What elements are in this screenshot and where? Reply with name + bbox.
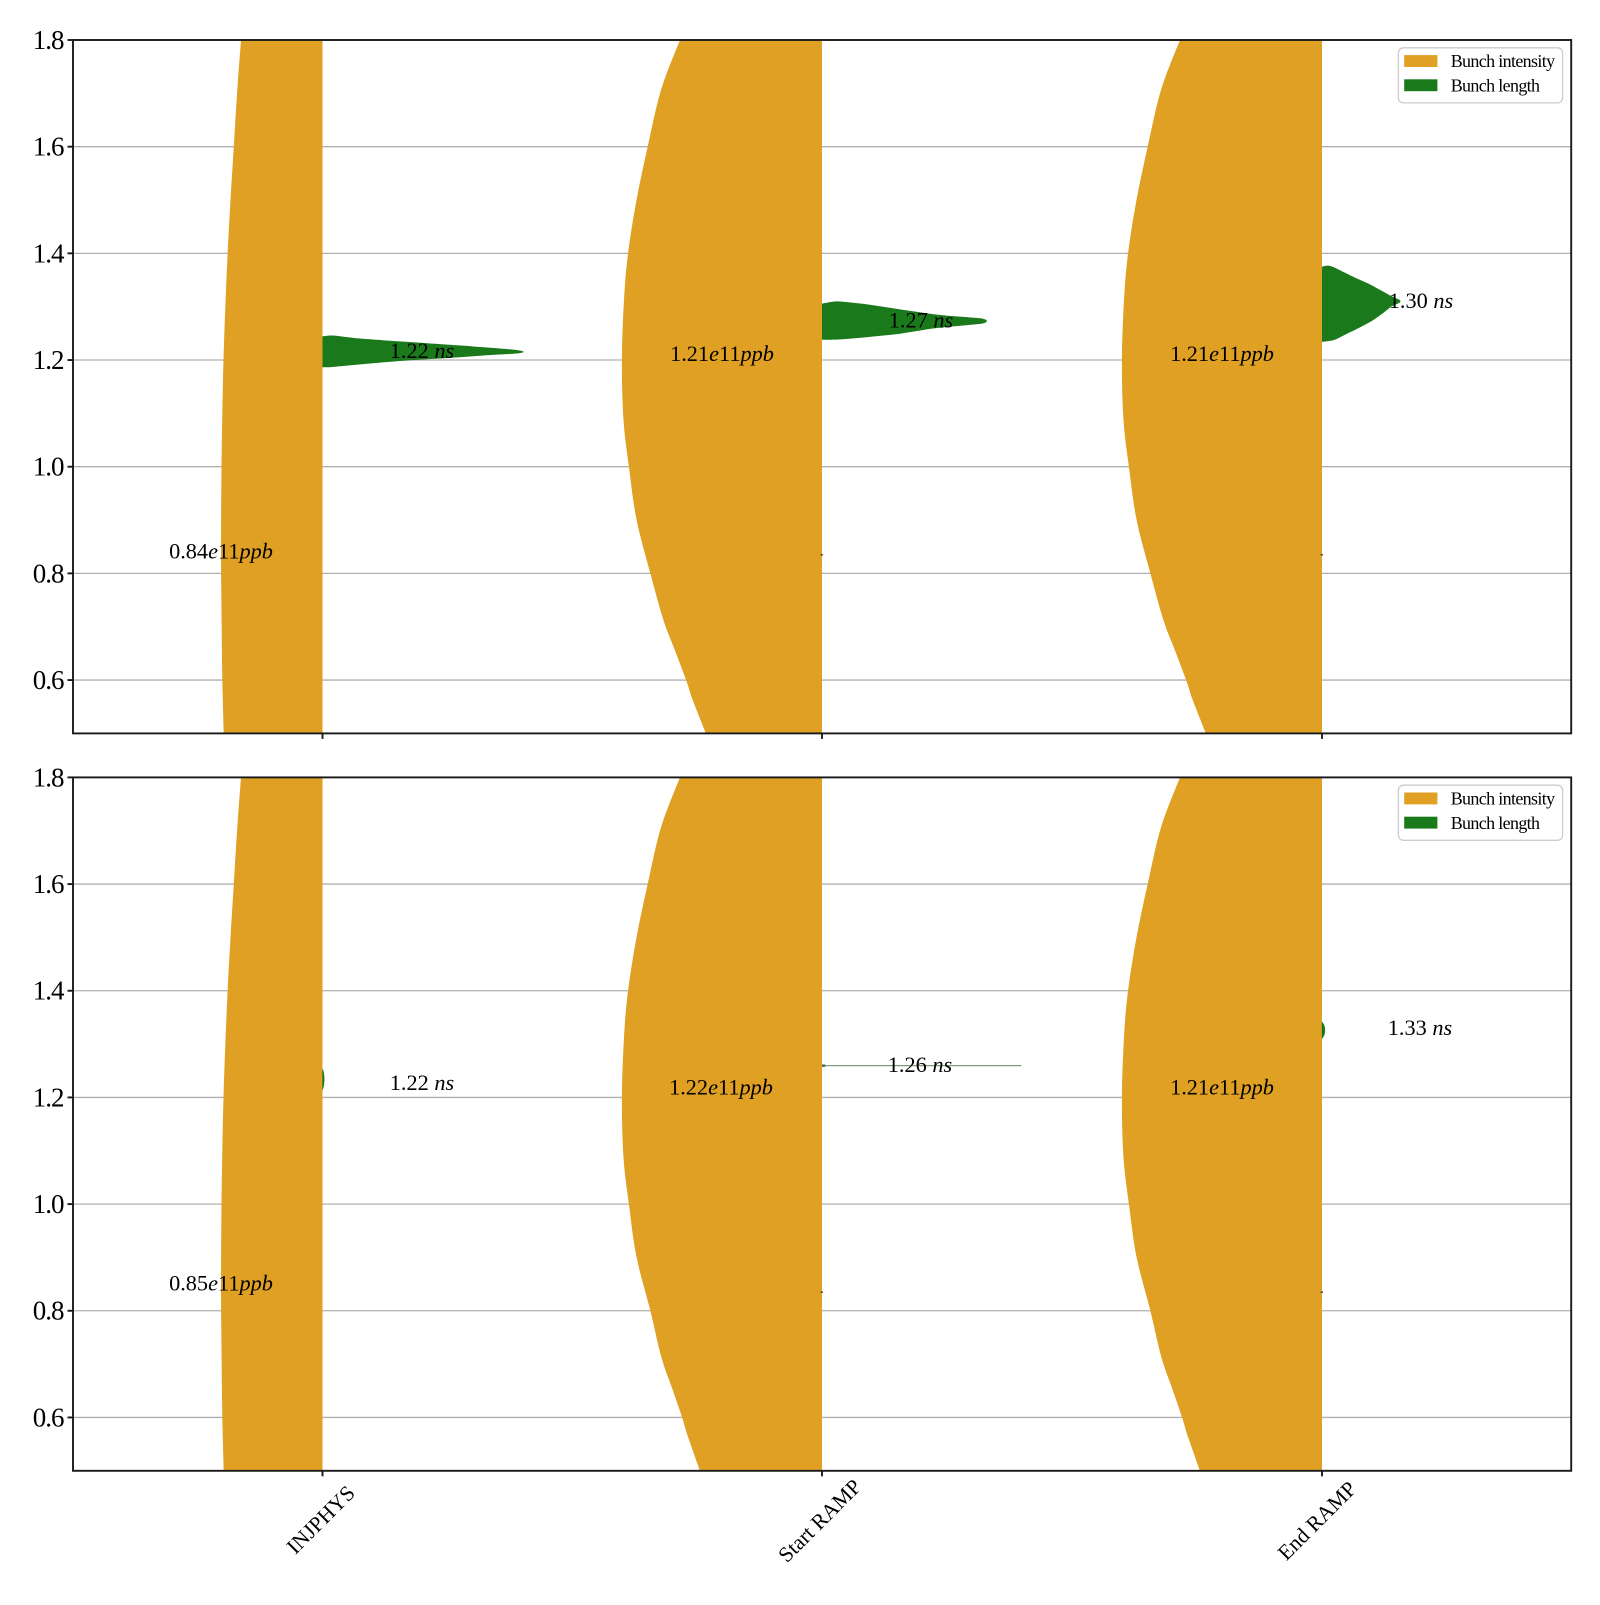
- svg-text:1.26 ns: 1.26 ns: [888, 1052, 952, 1077]
- svg-text:1.27 ns: 1.27 ns: [889, 307, 953, 332]
- svg-text:1.0: 1.0: [33, 452, 64, 482]
- svg-text:1.30 ns: 1.30 ns: [1389, 288, 1453, 313]
- svg-text:Bunch length: Bunch length: [1451, 813, 1540, 833]
- svg-text:1.2: 1.2: [33, 1082, 64, 1112]
- svg-text:1.0: 1.0: [33, 1189, 64, 1219]
- svg-text:1.2: 1.2: [33, 345, 64, 375]
- svg-text:0.85e11ppb: 0.85e11ppb: [169, 1270, 273, 1295]
- svg-text:1.4: 1.4: [33, 238, 65, 268]
- svg-text:Bunch intensity: Bunch intensity: [1451, 51, 1555, 71]
- svg-text:1.6: 1.6: [33, 869, 64, 899]
- svg-text:1.21e11ppb: 1.21e11ppb: [1170, 1075, 1274, 1100]
- svg-text:1.21e11ppb: 1.21e11ppb: [670, 341, 774, 366]
- svg-text:Bunch intensity: Bunch intensity: [1451, 789, 1555, 809]
- svg-text:1.22 ns: 1.22 ns: [390, 338, 454, 363]
- svg-text:1.4: 1.4: [33, 976, 65, 1006]
- svg-text:1.8: 1.8: [33, 25, 64, 55]
- svg-text:1.33 ns: 1.33 ns: [1388, 1015, 1452, 1040]
- svg-text:Bunch length: Bunch length: [1451, 75, 1540, 95]
- svg-text:1.21e11ppb: 1.21e11ppb: [1170, 341, 1274, 366]
- svg-text:0.8: 0.8: [33, 1296, 64, 1326]
- svg-text:0.8: 0.8: [33, 558, 64, 588]
- svg-text:1.22e11ppb: 1.22e11ppb: [669, 1075, 773, 1100]
- svg-text:1.6: 1.6: [33, 132, 64, 162]
- svg-text:0.6: 0.6: [33, 1402, 64, 1432]
- svg-text:0.84e11ppb: 0.84e11ppb: [169, 539, 273, 564]
- svg-text:0.6: 0.6: [33, 665, 64, 695]
- svg-text:1.8: 1.8: [33, 762, 64, 792]
- svg-text:1.22 ns: 1.22 ns: [390, 1070, 454, 1095]
